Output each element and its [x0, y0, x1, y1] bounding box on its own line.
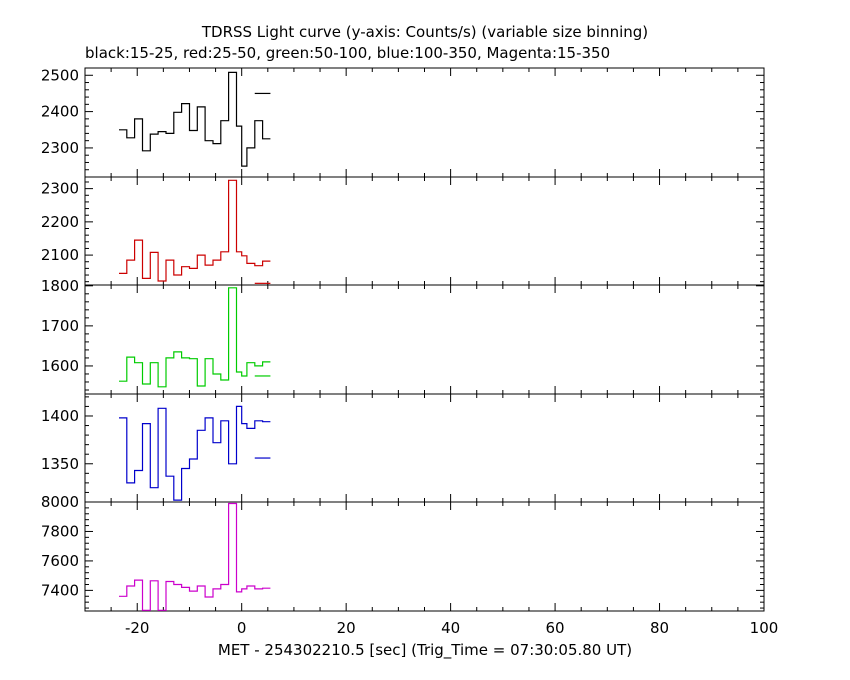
series-line-100-350	[119, 405, 271, 501]
y-tick-label: 7400	[41, 581, 79, 599]
x-tick-label: -20	[125, 619, 150, 637]
y-tick-label: 2400	[41, 103, 79, 121]
panels-group: 2300 2400 2500 2100 2200 2300 1600 1700 1800 1350…	[41, 66, 765, 612]
x-axis: -20 0 20 40 60 80 100	[125, 619, 778, 637]
y-tick-label: 2500	[41, 66, 79, 84]
panel-15-25: 2300 2400 2500	[41, 66, 765, 178]
x-tick-label: 20	[337, 619, 356, 637]
y-tick-label: 1350	[41, 455, 79, 473]
chart-subtitle: black:15-25, red:25-50, green:50-100, bl…	[85, 44, 610, 62]
panel-50-100: 1600 1700 1800	[41, 277, 765, 395]
panel-frame	[84, 501, 765, 612]
series-line-15-350	[119, 502, 271, 611]
x-tick-label: 80	[650, 619, 669, 637]
y-tick-label: 8000	[41, 493, 79, 511]
x-axis-label: MET - 254302210.5 [sec] (Trig_Time = 07:…	[218, 641, 632, 660]
x-tick-label: 60	[546, 619, 565, 637]
x-tick-label: 100	[750, 619, 779, 637]
y-tick-label: 1800	[41, 277, 79, 295]
x-tick-label: 0	[237, 619, 247, 637]
y-tick-label: 7600	[41, 552, 79, 570]
y-tick-label: 1700	[41, 317, 79, 335]
panel-frame	[84, 393, 765, 503]
y-tick-label: 2100	[41, 246, 79, 264]
y-tick-label: 2300	[41, 180, 79, 198]
panel-frame	[84, 176, 765, 286]
y-tick-label: 2200	[41, 213, 79, 231]
series-line-15-25	[119, 71, 271, 167]
series-line-25-50	[119, 179, 271, 282]
y-tick-label: 2300	[41, 139, 79, 157]
panel-frame	[84, 67, 765, 178]
panel-frame	[84, 284, 765, 395]
y-tick-label: 1400	[41, 407, 79, 425]
chart-title: TDRSS Light curve (y-axis: Counts/s) (va…	[201, 23, 648, 41]
y-tick-label: 1600	[41, 357, 79, 375]
panel-15-350: 7400 7600 7800 8000	[41, 493, 765, 612]
series-line-50-100	[119, 287, 271, 388]
panel-100-350: 1350 1400	[41, 393, 765, 503]
panel-25-50: 2100 2200 2300	[41, 176, 765, 286]
y-tick-label: 7800	[41, 522, 79, 540]
x-tick-label: 40	[441, 619, 460, 637]
